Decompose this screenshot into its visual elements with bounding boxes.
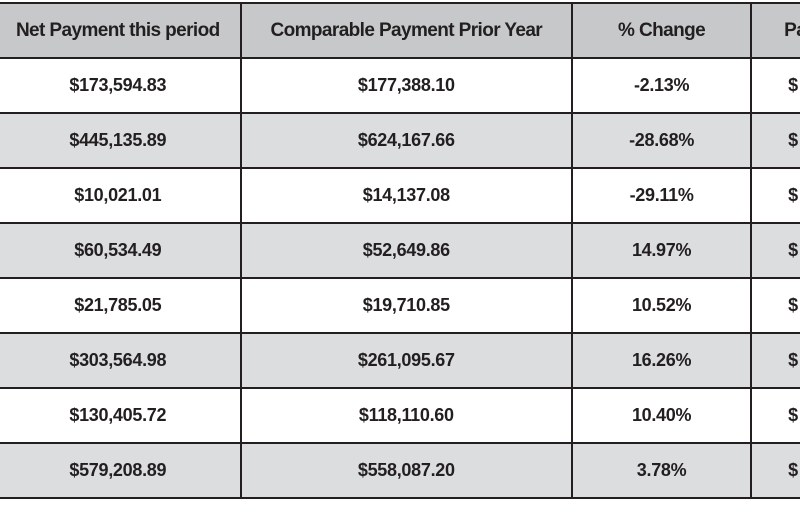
header-net-payment: Net Payment this period <box>0 2 242 59</box>
table-row: $130,405.72 $118,110.60 10.40% $ <box>0 387 800 444</box>
cell-net-payment: $173,594.83 <box>0 57 242 114</box>
cell-net-payment: $21,785.05 <box>0 277 242 334</box>
cell-prior-year-payment: $19,710.85 <box>239 277 574 334</box>
cell-percent-change: -28.68% <box>571 112 753 169</box>
cell-net-payment: $445,135.89 <box>0 112 242 169</box>
header-row: Net Payment this period Comparable Payme… <box>0 2 800 59</box>
table-row: $60,534.49 $52,649.86 14.97% $ <box>0 222 800 279</box>
table-row: $173,594.83 $177,388.10 -2.13% $ <box>0 57 800 114</box>
cell-truncated: $ <box>750 442 800 499</box>
cell-prior-year-payment: $14,137.08 <box>239 167 574 224</box>
cell-percent-change: -29.11% <box>571 167 753 224</box>
cell-truncated: $ <box>750 222 800 279</box>
cell-net-payment: $303,564.98 <box>0 332 242 389</box>
cell-net-payment: $130,405.72 <box>0 387 242 444</box>
cell-percent-change: 16.26% <box>571 332 753 389</box>
table-row: $303,564.98 $261,095.67 16.26% $ <box>0 332 800 389</box>
table-body: $173,594.83 $177,388.10 -2.13% $ $445,13… <box>0 57 800 499</box>
cell-prior-year-payment: $118,110.60 <box>239 387 574 444</box>
cell-percent-change: 3.78% <box>571 442 753 499</box>
cell-percent-change: 10.52% <box>571 277 753 334</box>
header-truncated-column: Pa <box>750 2 800 59</box>
header-prior-year-payment: Comparable Payment Prior Year <box>239 2 574 59</box>
cell-truncated: $ <box>750 57 800 114</box>
table-row: $10,021.01 $14,137.08 -29.11% $ <box>0 167 800 224</box>
table-row: $21,785.05 $19,710.85 10.52% $ <box>0 277 800 334</box>
cell-net-payment: $10,021.01 <box>0 167 242 224</box>
cell-truncated: $ <box>750 167 800 224</box>
cell-truncated: $ <box>750 332 800 389</box>
cell-percent-change: 10.40% <box>571 387 753 444</box>
table-row: $445,135.89 $624,167.66 -28.68% $ <box>0 112 800 169</box>
table-row: $579,208.89 $558,087.20 3.78% $ <box>0 442 800 499</box>
table-header: Net Payment this period Comparable Payme… <box>0 2 800 59</box>
cell-truncated: $ <box>750 277 800 334</box>
payment-comparison-table: Net Payment this period Comparable Payme… <box>0 2 800 499</box>
cell-prior-year-payment: $261,095.67 <box>239 332 574 389</box>
cell-prior-year-payment: $177,388.10 <box>239 57 574 114</box>
cell-prior-year-payment: $624,167.66 <box>239 112 574 169</box>
cell-percent-change: 14.97% <box>571 222 753 279</box>
cell-net-payment: $579,208.89 <box>0 442 242 499</box>
cell-prior-year-payment: $558,087.20 <box>239 442 574 499</box>
header-percent-change: % Change <box>571 2 753 59</box>
cell-truncated: $ <box>750 112 800 169</box>
cell-prior-year-payment: $52,649.86 <box>239 222 574 279</box>
cell-net-payment: $60,534.49 <box>0 222 242 279</box>
cell-truncated: $ <box>750 387 800 444</box>
cell-percent-change: -2.13% <box>571 57 753 114</box>
